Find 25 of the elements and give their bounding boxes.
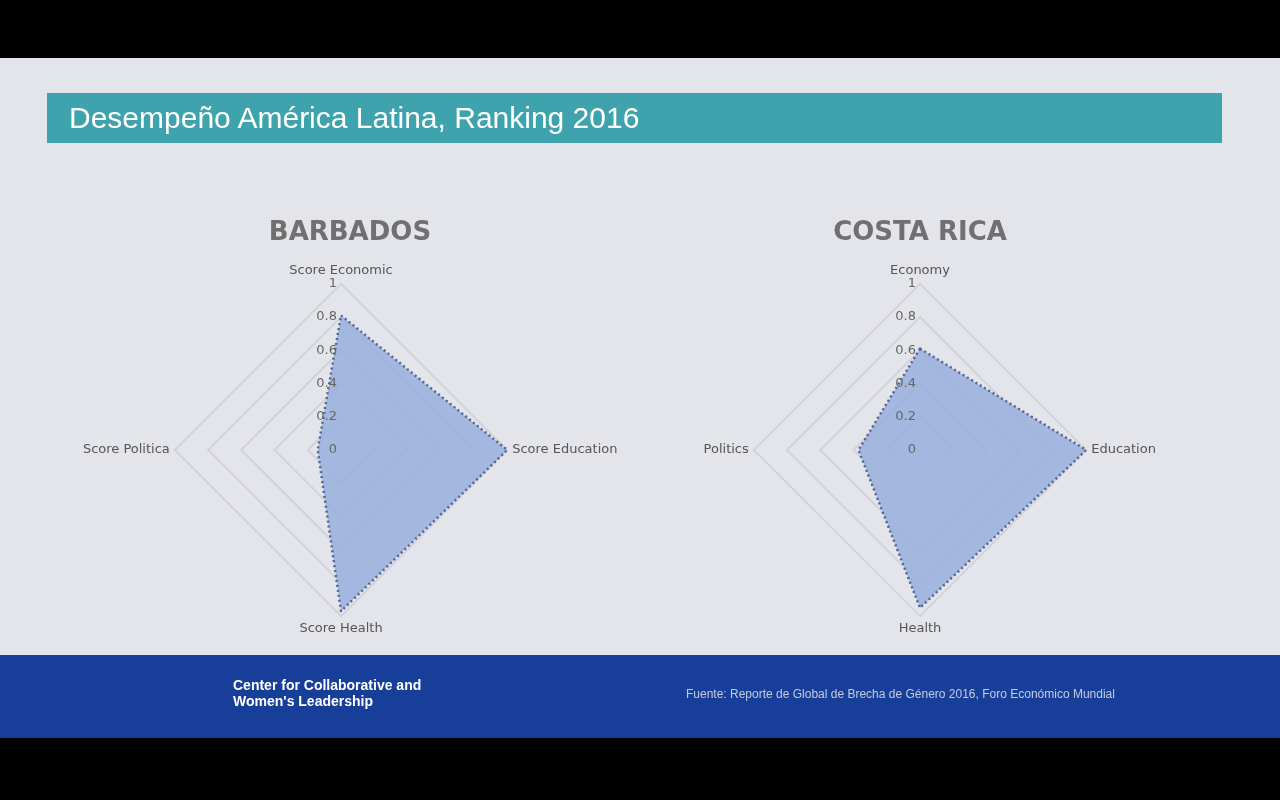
y-tick-label: 0.4 [895,374,916,390]
y-tick-label: 0.8 [895,308,916,324]
spoke-label: Economy [890,262,951,278]
y-tick-label: 0.4 [316,374,337,390]
y-tick-label: 1 [907,275,916,291]
spoke-label: Score Health [299,620,383,636]
source-note: Fuente: Reporte de Global de Brecha de Género 2016, Foro Económico Mundial [686,687,1115,701]
chart-title: COSTA RICA [833,216,1007,247]
spoke-label: Score Politica [82,441,170,457]
spoke-label: Score Economic [289,262,393,278]
y-tick-label: 0.6 [895,341,916,357]
y-tick-label: 0.6 [316,341,337,357]
chart-title: BARBADOS [268,216,432,247]
y-tick-label: 0.8 [316,308,337,324]
spoke-label: Politics [703,441,750,457]
y-tick-label: 0.2 [895,408,916,424]
y-tick-label: 0 [907,441,916,457]
spoke-label: Health [898,620,942,636]
spoke-label: Score Education [512,441,618,457]
text: Center for Collaborative and Women's Leadership [233,677,423,709]
text: Desempeño América Latina, Ranking 2016 [47,93,1222,143]
y-tick-label: 0 [328,441,337,457]
y-tick-label: 1 [328,275,337,291]
y-tick-label: 0.2 [316,408,337,424]
spoke-label: Education [1091,441,1156,457]
